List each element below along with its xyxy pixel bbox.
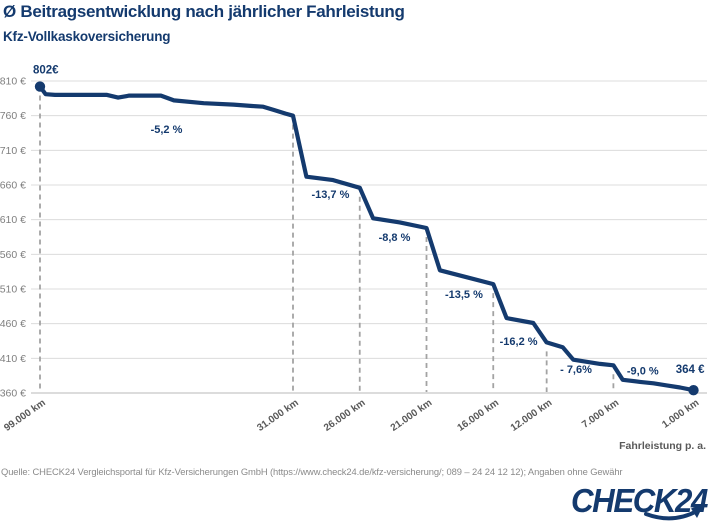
- percent-change-label: -9,0 %: [627, 365, 659, 377]
- gridlines: [31, 80, 707, 394]
- x-tick-label: 16.000 km: [456, 397, 502, 433]
- curve-endpoint-marker: [688, 385, 699, 396]
- y-tick-label: 610 €: [0, 214, 26, 226]
- y-tick-label: 810 €: [0, 76, 26, 88]
- x-axis-title: Fahrleistung p. a.: [619, 440, 706, 452]
- logo-smile-arrowhead: [691, 504, 704, 518]
- check24-logo-svg: CHECK24: [571, 482, 710, 521]
- y-tick-label: 510 €: [0, 284, 26, 296]
- point-value-labels: 802€ 364 €: [33, 65, 705, 377]
- page-title: Ø Beitragsentwicklung nach jährlicher Fa…: [3, 2, 405, 21]
- y-tick-label: 710 €: [0, 145, 26, 157]
- percent-annotations: -5,2 % -13,7 % -8,8 % -13,5 % -16,2 % - 7,6% -…: [151, 124, 659, 377]
- x-tick-label: 1.000 km: [660, 397, 701, 430]
- x-tick-label: 21.000 km: [389, 397, 435, 433]
- percent-change-label: - 7,6%: [560, 364, 592, 376]
- y-tick-label: 760 €: [0, 110, 26, 122]
- dashed-guides: [39, 95, 615, 392]
- page-subtitle: Kfz-Vollkaskoversicherung: [3, 29, 171, 44]
- percent-change-label: -8,8 %: [379, 232, 411, 244]
- y-axis-labels: 360 € 410 € 460 € 510 € 560 € 610 € 660 € 710 €…: [0, 76, 26, 400]
- curve-endpoint-marker: [34, 81, 46, 92]
- x-tick-label: 12.000 km: [509, 397, 555, 433]
- y-tick-label: 360 €: [0, 388, 26, 400]
- x-axis-labels: 99.000 km 31.000 km 26.000 km 21.000 km 16.0…: [2, 397, 701, 434]
- y-tick-label: 560 €: [0, 249, 26, 261]
- premium-curve: [37, 84, 696, 393]
- x-tick-label: 7.000 km: [580, 397, 621, 430]
- x-tick-label: 31.000 km: [255, 397, 301, 433]
- percent-change-label: -5,2 %: [151, 124, 183, 136]
- x-tick-label: 26.000 km: [322, 397, 368, 433]
- x-tick-label: 99.000 km: [2, 397, 48, 433]
- percent-change-label: -13,7 %: [311, 189, 349, 201]
- y-tick-label: 460 €: [0, 318, 26, 330]
- source-text: Quelle: CHECK24 Vergleichsportal für Kfz…: [1, 466, 623, 477]
- logo-smile-arrow: [644, 509, 699, 521]
- percent-change-label: -16,2 %: [500, 336, 538, 348]
- point-value-label: 802€: [33, 65, 59, 77]
- check24-logo-text: CHECK24: [571, 483, 708, 519]
- premium-by-mileage-line-chart: 360 € 410 € 460 € 510 € 560 € 610 € 660 € 710 €…: [0, 65, 707, 452]
- check24-logo: CHECK24: [570, 482, 710, 522]
- y-tick-label: 410 €: [0, 353, 26, 365]
- y-tick-label: 660 €: [0, 180, 26, 192]
- point-value-label: 364 €: [676, 364, 705, 376]
- percent-change-label: -13,5 %: [445, 289, 483, 301]
- curve-markers: [34, 81, 699, 396]
